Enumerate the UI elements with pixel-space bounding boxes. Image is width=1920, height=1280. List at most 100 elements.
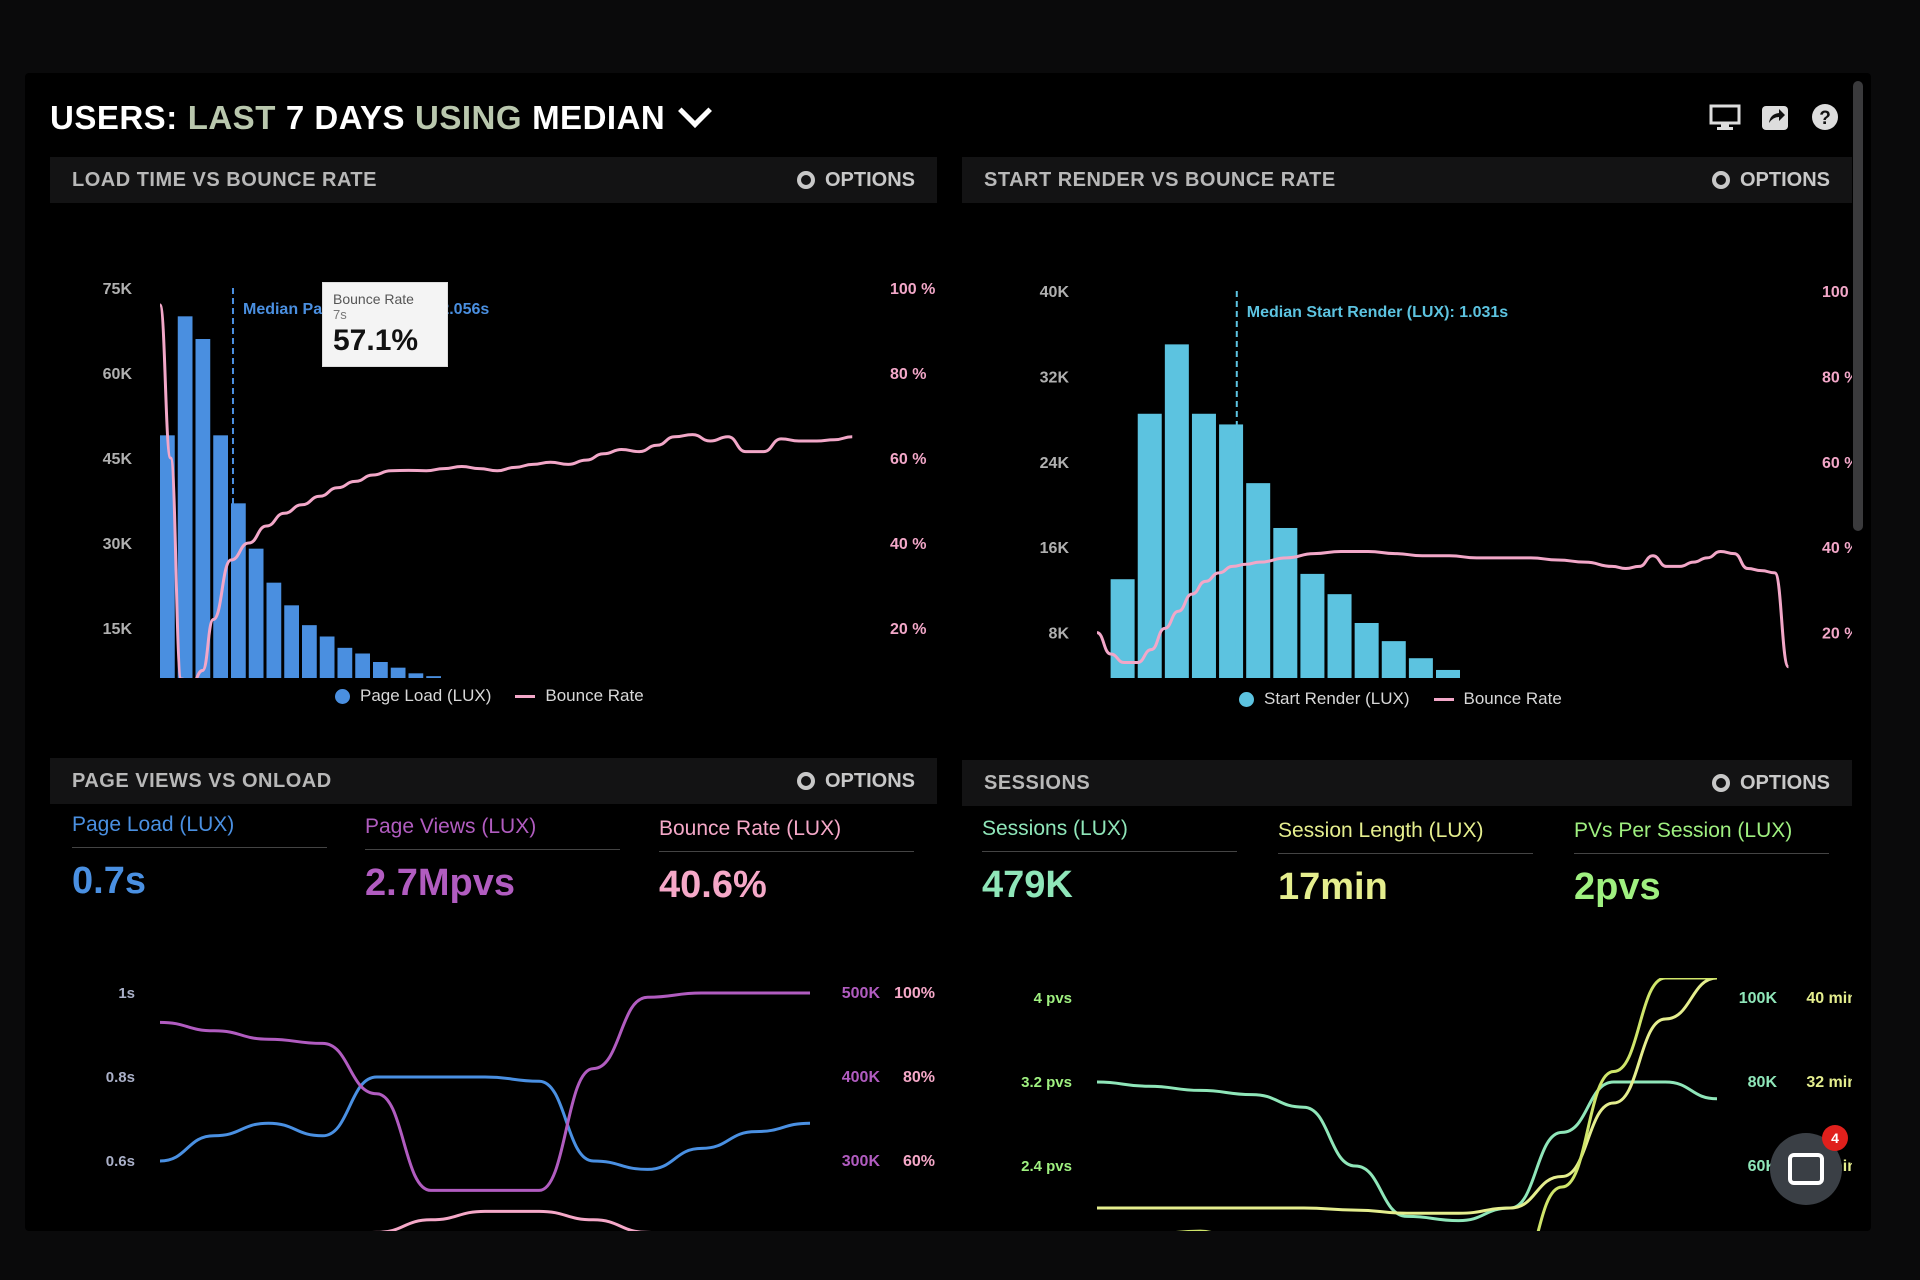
histogram-bar (248, 548, 264, 678)
metric-label: Bounce Rate (LUX) (659, 817, 914, 852)
title-last: LAST (187, 99, 276, 136)
panel-header-start-render: START RENDER VS BOUNCE RATE OPTIONS (962, 157, 1852, 203)
options-button[interactable]: OPTIONS (1711, 169, 1830, 192)
y-left-tick-label: 1s (118, 985, 135, 1002)
header-icons: ? (1709, 103, 1841, 131)
title-period: 7 DAYS (285, 99, 406, 136)
y-right-tick-label: 80 % (890, 366, 926, 383)
histogram-bar (1381, 641, 1406, 678)
histogram-bar (177, 316, 193, 678)
monitor-icon[interactable] (1709, 103, 1741, 131)
chevron-down-icon[interactable] (678, 94, 713, 128)
legend-dash (1433, 697, 1454, 701)
load-time-chart: 015K30K45K60K75K0 %20 %40 %60 %80 %100 %… (103, 281, 935, 678)
y-left-tick-label: 24K (1040, 455, 1070, 472)
histogram-bar (284, 605, 299, 678)
legend-label: Bounce Rate (545, 686, 644, 705)
legend-dash (515, 694, 536, 698)
metric-pvs-per-session: PVs Per Session (LUX) 2pvs (1574, 819, 1829, 909)
histogram-bar (1408, 658, 1433, 678)
median-label: Median Start Render (LUX): 1.031s (1247, 304, 1509, 321)
gear-icon (796, 772, 815, 790)
options-button[interactable]: OPTIONS (1711, 772, 1830, 795)
chat-button[interactable]: 4 (1770, 1125, 1848, 1205)
series-line (1096, 978, 1718, 1215)
metric-value: 17min (1278, 866, 1388, 908)
legend-item-bounce-rate[interactable]: Bounce Rate (515, 686, 644, 706)
y-right-tick-label: 20 % (890, 621, 926, 638)
dashboard-screen: USERS: LAST 7 DAYS USING MEDIAN ? LOAD T… (25, 73, 1871, 1231)
legend-item-bounce-rate[interactable]: Bounce Rate (1433, 689, 1562, 709)
y-left-tick-label: 0.8s (106, 1069, 135, 1086)
y-right-tick-label: 60% (903, 1153, 935, 1170)
y-right-tick-label: 40 % (890, 536, 926, 553)
y-right-tick-label: 80K (1748, 1074, 1778, 1091)
metric-sessions: Sessions (LUX) 479K (982, 817, 1237, 907)
histogram-bar (1191, 413, 1216, 678)
y-left-tick-label: 45K (103, 451, 133, 468)
y-right-tick-label: 40 % (1822, 540, 1852, 557)
y-left-tick-label: 30K (103, 536, 133, 553)
y-left-tick-label: 60K (103, 366, 133, 383)
chat-icon (1788, 1153, 1824, 1185)
tooltip-value: 57.1% (333, 324, 419, 357)
histogram-bar (195, 339, 211, 678)
legend-item-start-render[interactable]: Start Render (LUX) (1239, 689, 1410, 709)
histogram-bar (1436, 669, 1460, 678)
metric-value: 2.7Mpvs (365, 862, 515, 904)
histogram-bar (213, 435, 228, 678)
start-render-legend: Start Render (LUX) Bounce Rate (1239, 689, 1562, 709)
panel-header-page-views: PAGE VIEWS VS ONLOAD OPTIONS (50, 758, 937, 804)
y-right-tick-label: 100 % (1822, 284, 1852, 301)
panel-title: SESSIONS (984, 771, 1091, 794)
y-right-tick-label: 100 % (890, 281, 935, 298)
notification-badge: 4 (1822, 1125, 1848, 1151)
y-left-tick-label: 32K (1040, 369, 1070, 386)
histogram-bar (266, 582, 282, 678)
vertical-scrollbar[interactable] (1853, 81, 1863, 531)
histogram-bar (319, 636, 335, 678)
options-button[interactable]: OPTIONS (796, 769, 915, 793)
histogram-bar (337, 647, 353, 678)
histogram-bar (1273, 527, 1298, 678)
y-right-tick-label: 300K (842, 1153, 881, 1170)
histogram-bar (373, 662, 388, 678)
histogram-bar (390, 667, 406, 678)
y-right-tick-label: 80 % (1822, 369, 1852, 386)
y-left-tick-label: 4 pvs (1034, 990, 1072, 1007)
tooltip-sublabel: 7s (333, 307, 347, 322)
options-label: OPTIONS (824, 769, 915, 792)
legend-label: Start Render (LUX) (1264, 689, 1410, 708)
y-right-tick-label: 32 min (1806, 1074, 1852, 1091)
y-left-tick-label: 3.2 pvs (1021, 1074, 1072, 1091)
start-render-chart: 08K16K24K32K40K0 %20 %40 %60 %80 %100 %0… (1040, 284, 1852, 678)
share-icon[interactable] (1759, 103, 1791, 131)
gear-icon (1711, 171, 1730, 189)
series-line (1175, 978, 1717, 1231)
legend-item-page-load[interactable]: Page Load (LUX) (335, 686, 491, 706)
y-right-tick-label: 80% (903, 1069, 935, 1086)
gear-icon (796, 171, 815, 189)
histogram-bar (1246, 483, 1271, 678)
bounce-rate-line (1096, 549, 1790, 669)
page-views-chart: 0.4s0.6s0.8s1s200K300K400K500K40%60%80%1… (106, 985, 935, 1231)
y-right-tick-label: 100% (894, 985, 935, 1002)
y-right-tick-label: 60K (1748, 1158, 1778, 1175)
title-users: USERS: (50, 99, 178, 136)
histogram-bar (1219, 424, 1244, 678)
load-time-legend: Page Load (LUX) Bounce Rate (335, 686, 644, 706)
y-right-tick-label: 100K (1739, 990, 1778, 1007)
series-line (159, 1075, 811, 1171)
panel-title: START RENDER VS BOUNCE RATE (984, 168, 1336, 191)
help-icon[interactable]: ? (1809, 103, 1841, 131)
bounce-rate-line (158, 303, 853, 678)
options-button[interactable]: OPTIONS (796, 169, 915, 192)
panel-header-sessions: SESSIONS OPTIONS (962, 760, 1852, 806)
y-left-tick-label: 8K (1049, 626, 1070, 643)
histogram-bar (302, 625, 317, 678)
dashboard-header[interactable]: USERS: LAST 7 DAYS USING MEDIAN (50, 93, 713, 143)
gear-icon (1711, 774, 1730, 792)
y-left-tick-label: 16K (1040, 540, 1070, 557)
metric-value: 40.6% (659, 864, 767, 906)
